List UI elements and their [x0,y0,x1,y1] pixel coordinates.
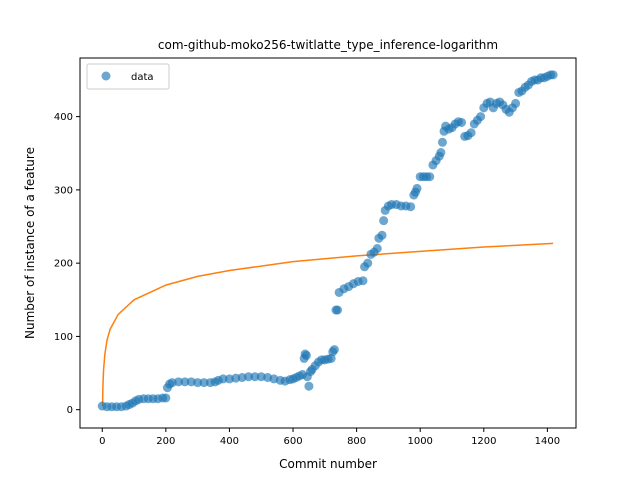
data-point-91 [436,148,446,158]
y-tick-label-400: 400 [54,112,73,123]
data-point-80 [406,202,416,212]
legend-box [86,63,170,90]
data-point-87 [425,172,435,182]
x-tick-label-600: 600 [283,436,302,447]
data-point-73 [379,216,389,226]
chart-title: com-github-moko256-twitlatte_type_infere… [158,38,498,52]
y-axis: 0 100 200 300 400 [54,112,80,416]
data-point-72 [377,230,387,240]
data-point-128 [548,70,558,80]
x-tick-label-1400: 1400 [535,436,560,447]
y-tick-label-0: 0 [67,405,73,416]
x-axis-title: Commit number [279,457,377,471]
fit-layer [101,242,554,407]
data-point-65 [358,276,368,286]
x-tick-label-800: 800 [347,436,366,447]
x-tick-label-1200: 1200 [471,436,496,447]
data-point-99 [457,117,467,127]
data-point-20 [180,377,190,387]
data-point-116 [511,98,521,108]
legend: data [86,63,170,90]
plot-background [80,58,576,428]
x-tick-label-0: 0 [99,436,105,447]
x-tick-label-400: 400 [220,436,239,447]
legend-label-data: data [131,72,154,83]
data-point-105 [476,112,486,122]
data-point-59 [333,305,343,315]
data-point-47 [304,381,314,391]
data-layer [97,70,558,412]
x-tick-label-200: 200 [156,436,175,447]
data-point-32 [250,372,260,382]
x-tick-label-1000: 1000 [407,436,432,447]
y-tick-label-100: 100 [54,332,73,343]
data-point-22 [193,378,203,388]
plot-frame [79,57,577,429]
y-axis-title: Number of instance of a feature [23,147,37,339]
data-point-70 [372,244,382,253]
data-point-83 [412,183,422,193]
y-tick-label-300: 300 [54,185,73,196]
x-axis: 0 200 400 600 800 1000 1200 1400 [99,428,560,447]
data-point-45 [301,350,311,360]
data-point-67 [363,258,373,268]
y-tick-label-200: 200 [54,259,73,270]
fit-line [101,242,554,407]
legend-marker-data [101,71,111,81]
data-point-27 [218,374,228,384]
data-point-102 [466,128,476,138]
data-point-23 [199,378,209,388]
data-point-92 [437,137,447,147]
data-point-19 [174,377,184,387]
data-point-57 [329,345,339,355]
data-point-31 [244,372,254,382]
data-point-15 [161,393,171,403]
